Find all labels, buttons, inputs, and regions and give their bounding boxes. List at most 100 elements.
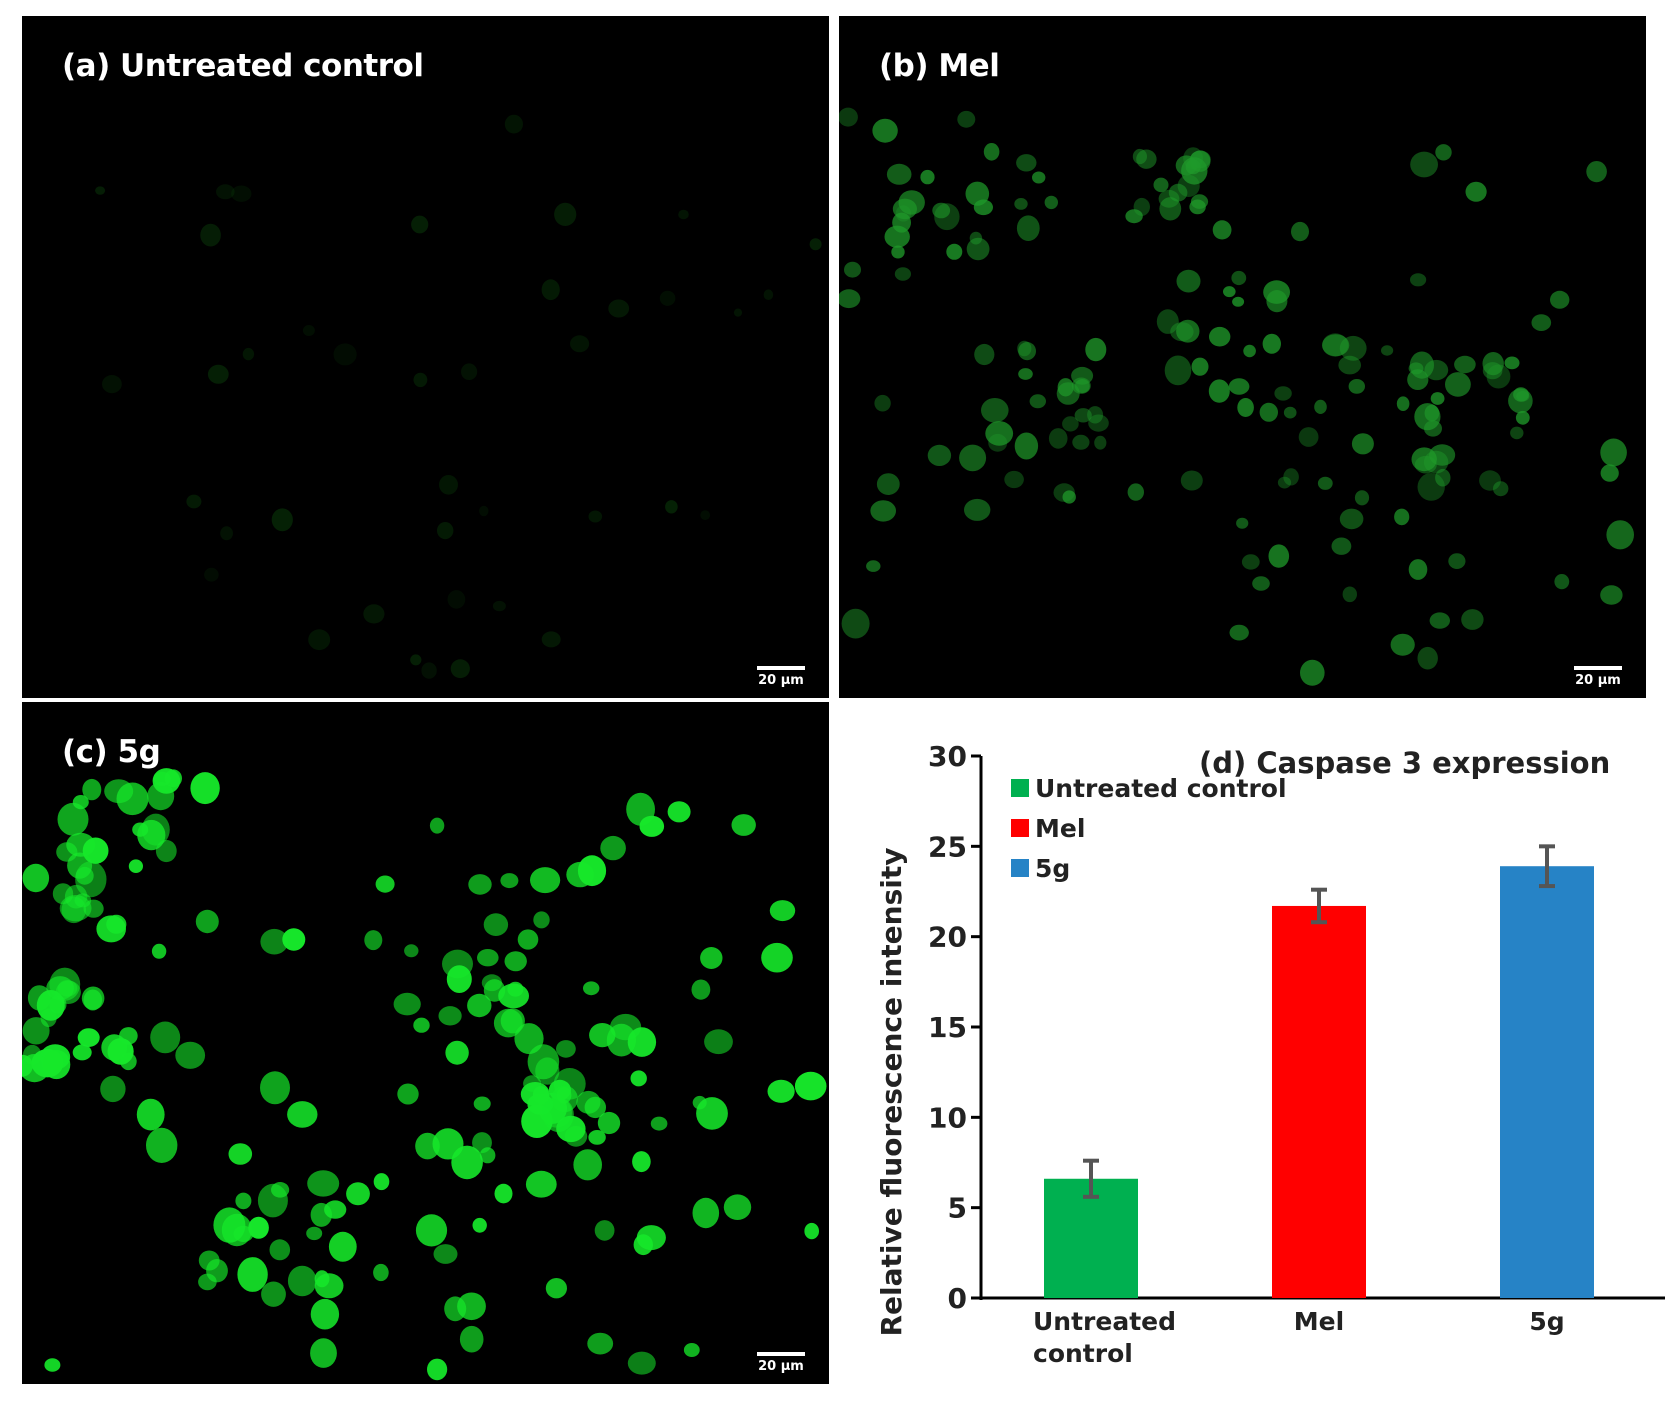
cell (1314, 399, 1327, 414)
cell (472, 1217, 487, 1233)
cell (597, 1111, 621, 1135)
cell (1014, 198, 1028, 210)
cell (257, 1183, 288, 1218)
cell (1291, 221, 1309, 242)
cell (308, 629, 331, 651)
x-tick-label: 5g (1529, 1307, 1564, 1336)
scale-bar-label: 20 µm (758, 1359, 804, 1374)
bar (1500, 866, 1594, 1298)
y-axis: 0 5 10 15 20 25 30 (928, 740, 983, 1315)
cell (632, 1151, 651, 1173)
cell (364, 930, 383, 951)
cell (438, 1006, 462, 1026)
cell (66, 832, 96, 857)
cell (1322, 334, 1350, 357)
cell (1409, 351, 1434, 379)
y-tick-label: 10 (928, 1101, 967, 1134)
cell (577, 855, 607, 887)
cell (397, 1083, 419, 1105)
cell (1600, 585, 1623, 605)
cell (1125, 209, 1143, 224)
cell (1017, 340, 1032, 357)
cell (876, 473, 900, 495)
cell (1127, 483, 1144, 501)
cell (473, 1096, 491, 1111)
cell (233, 1225, 254, 1242)
cell (894, 267, 911, 281)
cell (892, 198, 917, 220)
cell (186, 494, 202, 509)
scale-bar-line (757, 666, 805, 670)
cell (44, 1358, 61, 1372)
cell (588, 510, 603, 523)
legend-swatch (1011, 859, 1029, 877)
cell (610, 1013, 642, 1041)
cell (1252, 576, 1270, 591)
cell (1531, 314, 1552, 331)
cell (492, 600, 506, 612)
legend-swatch (1011, 819, 1029, 837)
cell (1435, 144, 1452, 161)
cell (415, 1214, 448, 1247)
panel-label: (c) 5g (62, 734, 161, 770)
cell (983, 143, 1000, 161)
cell (1159, 197, 1182, 221)
cell (83, 989, 103, 1011)
cell (82, 778, 102, 801)
cell (1018, 368, 1033, 380)
bars (1044, 866, 1594, 1298)
cell-fluorescence-image (95, 114, 822, 679)
cell (809, 238, 822, 251)
cell (1237, 398, 1254, 417)
caspase-3-bar-chart: 0 5 10 15 20 25 30 Untreated control Mel 5g Untre… (875, 740, 1665, 1368)
cell (1032, 171, 1046, 184)
cell (696, 1097, 728, 1130)
cell (1016, 215, 1040, 241)
cell (287, 1101, 318, 1128)
cell (1342, 586, 1357, 603)
cell (375, 875, 395, 893)
x-tick-label: Untreated control (1033, 1307, 1176, 1368)
cell (1482, 362, 1503, 380)
cell (731, 814, 756, 836)
cell (507, 981, 524, 997)
cell (1283, 468, 1299, 486)
cell (630, 1070, 647, 1087)
cell (468, 874, 492, 895)
cell (310, 1338, 337, 1368)
cell (1513, 387, 1529, 402)
x-tick-labels: Untreated control Mel 5g (1033, 1307, 1565, 1368)
cell (261, 1281, 286, 1307)
cell (1136, 149, 1157, 169)
cell (429, 817, 445, 834)
cell (874, 394, 891, 412)
cell (461, 363, 478, 381)
cell (1241, 554, 1260, 570)
cell (479, 505, 489, 517)
cell (1550, 290, 1570, 309)
cell (541, 279, 560, 301)
cell (235, 1192, 252, 1210)
y-tick-label: 15 (928, 1011, 967, 1044)
cell (884, 225, 910, 248)
cell (1338, 355, 1361, 375)
cell (767, 1079, 795, 1103)
cell (1191, 357, 1209, 376)
y-tick-label: 30 (928, 740, 967, 773)
cell (150, 1021, 181, 1054)
cell (413, 372, 428, 388)
cell (1094, 435, 1107, 450)
cell (1348, 379, 1365, 394)
cell (1057, 378, 1074, 397)
cell (1259, 402, 1278, 422)
cell (1298, 427, 1319, 447)
y-tick-label: 5 (948, 1192, 967, 1225)
cell (966, 237, 990, 261)
cell (1493, 481, 1509, 497)
cell (981, 398, 1009, 423)
cell (704, 1029, 733, 1055)
cell (96, 915, 126, 943)
cell (1586, 161, 1607, 183)
cell (446, 965, 472, 993)
micrograph-untreated-control: (a) Untreated control 20 µm (22, 16, 829, 698)
